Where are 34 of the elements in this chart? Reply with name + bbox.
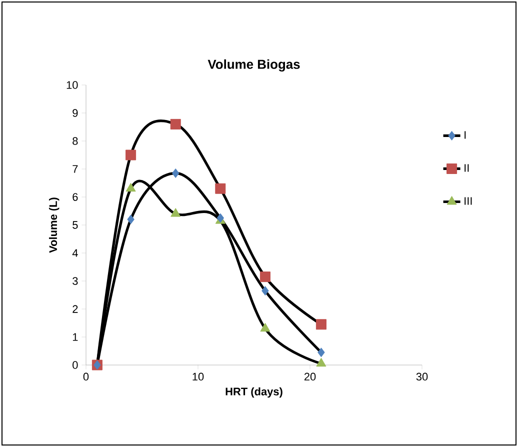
point — [260, 272, 270, 282]
legend-label: II — [464, 164, 469, 172]
point — [318, 348, 325, 358]
x-tick-label: 20 — [304, 372, 316, 381]
point — [172, 168, 180, 178]
point — [215, 183, 226, 194]
point — [126, 182, 136, 192]
x-tick-label: 30 — [416, 372, 428, 381]
y-tick-label: 7 — [72, 165, 78, 173]
point — [126, 150, 136, 160]
y-tick-label: 10 — [66, 81, 78, 89]
point — [316, 319, 326, 330]
y-tick-label: 4 — [72, 249, 78, 257]
legend-label: III — [464, 197, 472, 205]
point — [170, 118, 181, 130]
y-tick-label: 5 — [72, 221, 78, 229]
point — [170, 208, 181, 217]
x-tick-label: 0 — [83, 372, 89, 381]
y-tick-label: 6 — [72, 193, 78, 201]
point — [260, 322, 270, 332]
y-tick-label: 2 — [72, 305, 78, 313]
x-axis-title: HRT (days) — [226, 387, 282, 398]
chart-title: Volume Biogas — [208, 59, 300, 72]
x-tick-label: 10 — [192, 372, 204, 381]
y-tick-label: 3 — [72, 277, 78, 285]
point — [262, 286, 269, 296]
legend-label: I — [464, 131, 466, 139]
y-tick-label: 1 — [72, 333, 78, 341]
point — [316, 358, 326, 367]
y-tick-label: 8 — [72, 137, 78, 145]
y-tick-label: 9 — [72, 109, 78, 117]
y-axis-title: Volume (L) — [48, 198, 60, 253]
point — [127, 214, 134, 224]
y-tick-label: 0 — [72, 361, 78, 369]
